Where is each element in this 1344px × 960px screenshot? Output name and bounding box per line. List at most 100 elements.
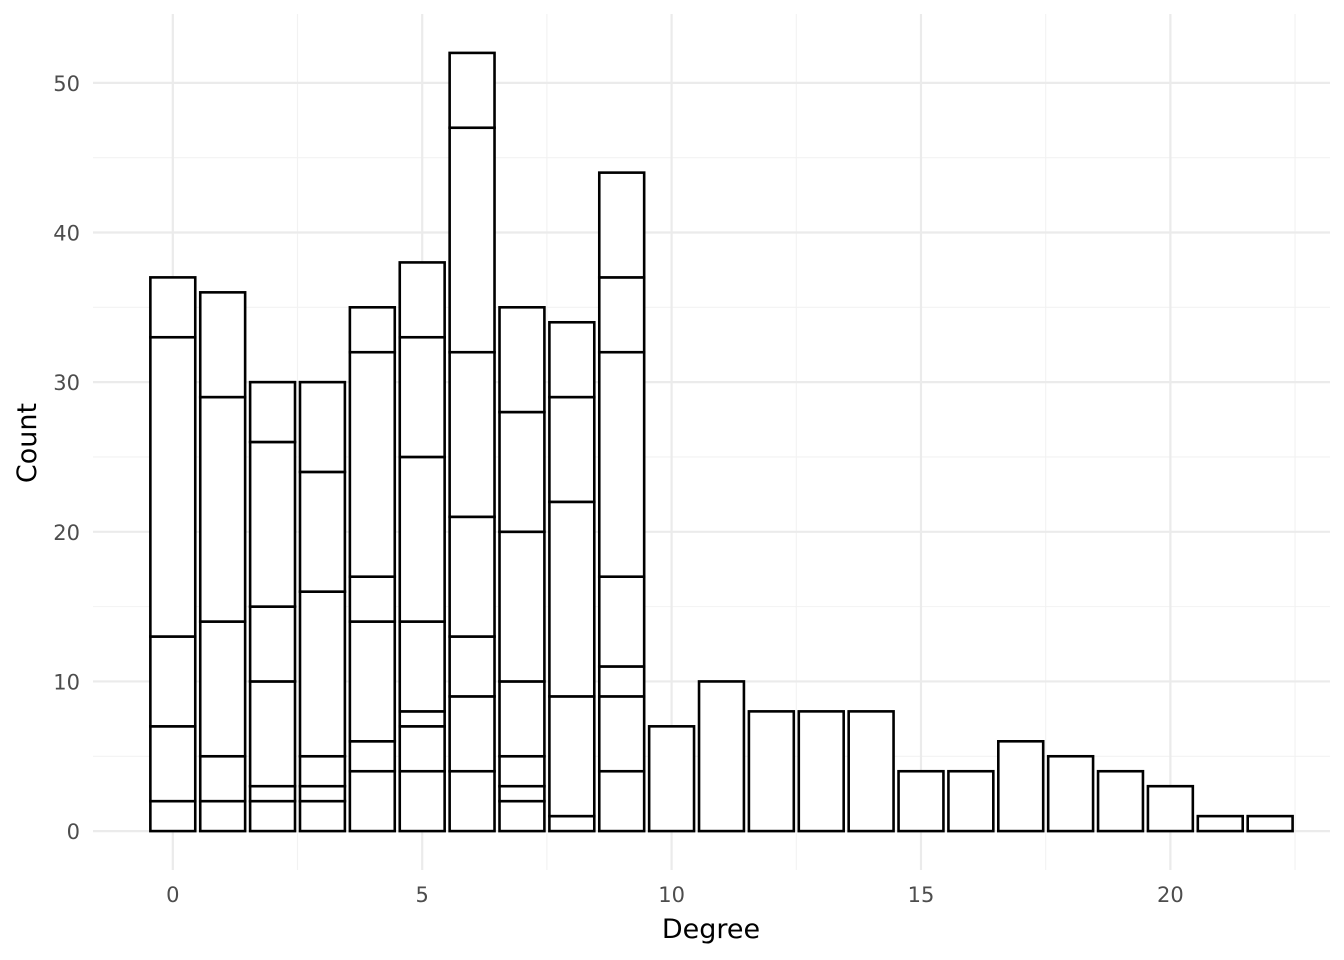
bar-segment: [647, 725, 696, 833]
bar-segment: [797, 710, 845, 833]
bar-segment: [747, 710, 796, 833]
bar-segment: [448, 350, 496, 519]
bar-segment: [348, 620, 397, 743]
bar-segment: [298, 799, 347, 833]
bar-stack-degree-14: [847, 710, 895, 833]
bar-segment: [1196, 814, 1245, 833]
bar-stack-degree-12: [747, 710, 796, 833]
bar-segment: [348, 575, 397, 623]
bar-segment: [448, 635, 496, 698]
bar-segment: [198, 395, 247, 623]
bar-segment: [198, 754, 247, 803]
bar-segment: [548, 814, 596, 833]
bar-segment: [548, 695, 596, 818]
bar-stack-degree-15: [897, 769, 945, 833]
bar-stack-degree-0: [149, 276, 197, 833]
bar-stack-degree-10: [647, 725, 696, 833]
bar-segment: [498, 530, 546, 683]
y-tick-label: 40: [53, 221, 80, 245]
bar-segment: [298, 784, 347, 803]
x-axis-tick-labels: 0 5 10 15 20: [166, 883, 1184, 907]
x-tick-label: 0: [166, 883, 179, 907]
bar-segment: [149, 276, 197, 339]
bar-stack-degree-1: [198, 291, 247, 833]
bar-segment: [149, 635, 197, 728]
bar-segment: [498, 754, 546, 788]
bar-stack-degree-7: [498, 306, 546, 833]
x-tick-label: 10: [658, 883, 685, 907]
bar-stack-degree-21: [1196, 814, 1245, 833]
bar-stack-degree-9: [597, 171, 646, 833]
bar-segment: [248, 440, 297, 608]
bar-stack-degree-3: [298, 380, 347, 833]
bar-segment: [1096, 769, 1145, 833]
bar-segment: [498, 306, 546, 414]
bar-segment: [248, 799, 297, 833]
bar-segment: [348, 740, 397, 773]
bar-stack-degree-8: [548, 320, 596, 833]
bar-stack-degree-11: [697, 680, 746, 833]
y-axis-tick-labels: 0 10 20 30 40 50: [53, 72, 80, 844]
bar-segment: [548, 395, 596, 504]
bar-segment: [398, 620, 446, 713]
bar-segment: [1046, 754, 1095, 833]
bar-segment: [548, 320, 596, 399]
bar-segment: [448, 695, 496, 773]
bar-segment: [947, 769, 995, 833]
bar-stack-degree-16: [947, 769, 995, 833]
bar-segment: [597, 695, 646, 773]
bar-segment: [448, 126, 496, 354]
bar-stack-degree-6: [448, 51, 496, 833]
bar-segment: [348, 769, 397, 833]
bar-segment: [597, 769, 646, 833]
y-axis-title: Count: [12, 403, 43, 483]
bar-segment: [697, 680, 746, 833]
bar-segment: [348, 306, 397, 354]
bar-segment: [398, 725, 446, 773]
bar-segment: [398, 335, 446, 459]
bar-segment: [248, 784, 297, 803]
bar-stack-degree-2: [248, 380, 297, 833]
bar-segment: [997, 740, 1045, 833]
bar-segment: [897, 769, 945, 833]
bar-segment: [597, 350, 646, 578]
bar-segment: [448, 769, 496, 833]
bar-segment: [398, 261, 446, 339]
bar-segment: [498, 784, 546, 803]
bar-segment: [498, 799, 546, 833]
bar-segment: [298, 470, 347, 593]
bar-segment: [149, 725, 197, 803]
bar-segment: [248, 380, 297, 444]
bars: [149, 51, 1294, 833]
bar-segment: [298, 754, 347, 788]
x-axis-title: Degree: [662, 914, 760, 945]
bar-segment: [597, 276, 646, 354]
bar-stack-degree-20: [1146, 784, 1195, 833]
bar-stack-degree-19: [1096, 769, 1145, 833]
y-tick-label: 20: [53, 521, 80, 545]
bar-segment: [198, 291, 247, 399]
bar-segment: [548, 500, 596, 698]
bar-segment: [498, 680, 546, 758]
bar-segment: [248, 605, 297, 683]
x-tick-label: 5: [416, 883, 429, 907]
bar-segment: [597, 575, 646, 668]
bar-segment: [398, 710, 446, 728]
bar-segment: [597, 665, 646, 698]
bar-segment: [298, 380, 347, 474]
y-tick-label: 50: [53, 72, 80, 96]
bar-segment: [248, 680, 297, 788]
bar-segment: [149, 799, 197, 833]
bar-segment: [149, 335, 197, 638]
bar-segment: [398, 455, 446, 623]
bar-segment: [597, 171, 646, 279]
bar-stack-degree-22: [1246, 814, 1294, 833]
bar-segment: [398, 769, 446, 833]
bar-stack-degree-17: [997, 740, 1045, 833]
bar-stack-degree-4: [348, 306, 397, 833]
bar-stack-degree-18: [1046, 754, 1095, 833]
bar-segment: [1246, 814, 1294, 833]
bar-segment: [198, 620, 247, 758]
bar-segment: [348, 350, 397, 578]
